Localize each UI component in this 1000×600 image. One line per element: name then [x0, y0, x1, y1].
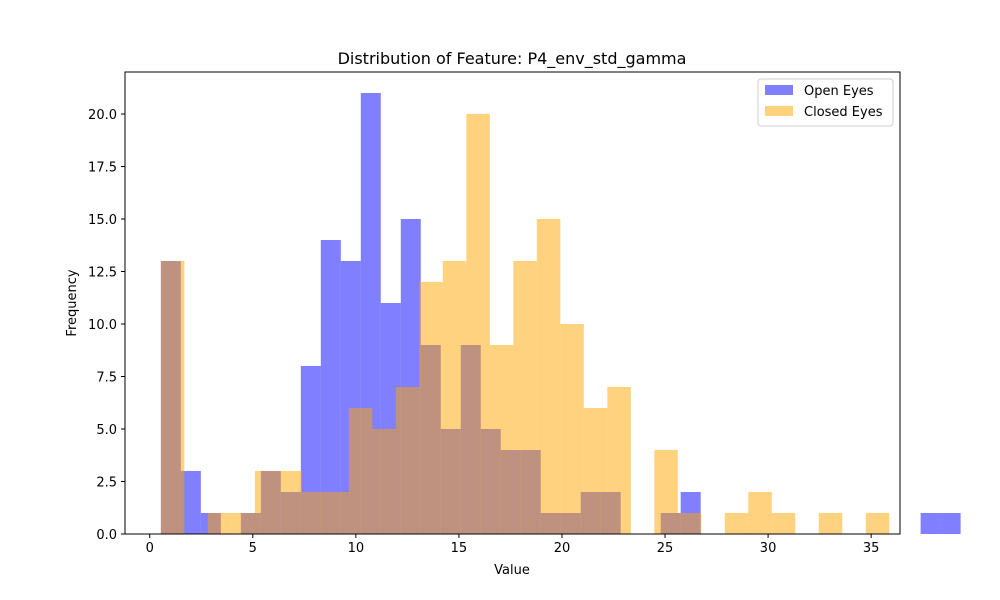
bar-closed-eyes-7	[325, 492, 349, 534]
legend-swatch-closed-eyes	[765, 106, 793, 116]
bar-closed-eyes-25	[748, 492, 772, 534]
bar-closed-eyes-5	[278, 471, 302, 534]
bar-closed-eyes-17	[560, 324, 584, 534]
bar-closed-eyes-18	[583, 408, 608, 534]
legend-label-open-eyes: Open Eyes	[804, 84, 874, 99]
x-tick-label: 0	[146, 541, 154, 556]
bar-closed-eyes-3	[231, 513, 255, 534]
bar-open-eyes-39	[940, 513, 961, 534]
x-tick-label: 25	[657, 541, 674, 556]
bar-closed-eyes-16	[536, 219, 561, 534]
y-tick-label: 5.0	[96, 423, 117, 438]
x-axis-label: Value	[494, 563, 530, 578]
bar-closed-eyes-12	[442, 261, 467, 534]
x-tick-label: 15	[451, 541, 468, 556]
y-tick-label: 7.5	[96, 371, 117, 386]
bars-layer	[160, 93, 961, 534]
y-axis-ticks: 0.0 2.5 5.0 7.5 10.0 12.5 15.0 17.5 20.0	[88, 108, 125, 543]
bar-closed-eyes-24	[724, 513, 749, 534]
bar-closed-eyes-0	[160, 261, 185, 534]
y-tick-label: 0.0	[96, 528, 117, 543]
legend-swatch-open-eyes	[765, 85, 793, 95]
bar-closed-eyes-11	[419, 282, 443, 534]
bar-closed-eyes-13	[466, 114, 490, 534]
bar-closed-eyes-19	[607, 387, 631, 534]
bar-open-eyes-38	[920, 513, 941, 534]
legend-label-closed-eyes: Closed Eyes	[804, 105, 883, 120]
bar-closed-eyes-14	[489, 345, 514, 534]
bar-closed-eyes-30	[865, 513, 890, 534]
y-tick-label: 17.5	[88, 161, 117, 176]
bar-closed-eyes-4	[254, 471, 279, 534]
y-tick-label: 10.0	[88, 318, 117, 333]
bar-closed-eyes-2	[207, 513, 232, 534]
x-tick-label: 20	[554, 541, 571, 556]
bar-closed-eyes-15	[513, 261, 537, 534]
x-tick-label: 30	[760, 541, 777, 556]
bar-closed-eyes-28	[818, 513, 843, 534]
bar-closed-eyes-22	[677, 513, 702, 534]
bar-closed-eyes-10	[395, 387, 420, 534]
bar-closed-eyes-6	[301, 492, 326, 534]
x-axis-ticks: 0 5 10 15 20 25 30 35	[146, 534, 880, 556]
chart-title: Distribution of Feature: P4_env_std_gamm…	[338, 49, 687, 69]
bar-closed-eyes-21	[654, 450, 678, 534]
plot-frame	[124, 71, 901, 535]
y-tick-label: 12.5	[88, 266, 117, 281]
bar-open-eyes-8	[320, 240, 341, 534]
y-axis-label: Frequency	[65, 269, 80, 336]
x-tick-label: 35	[863, 541, 880, 556]
bar-closed-eyes-8	[348, 408, 373, 534]
x-tick-label: 5	[249, 541, 257, 556]
x-tick-label: 10	[348, 541, 365, 556]
bar-open-eyes-1	[180, 471, 201, 534]
y-tick-label: 15.0	[88, 213, 117, 228]
bar-closed-eyes-26	[771, 513, 796, 534]
bar-closed-eyes-9	[372, 429, 396, 534]
legend: Open Eyes Closed Eyes	[757, 78, 894, 127]
y-tick-label: 20.0	[88, 108, 117, 123]
y-tick-label: 2.5	[96, 476, 117, 491]
